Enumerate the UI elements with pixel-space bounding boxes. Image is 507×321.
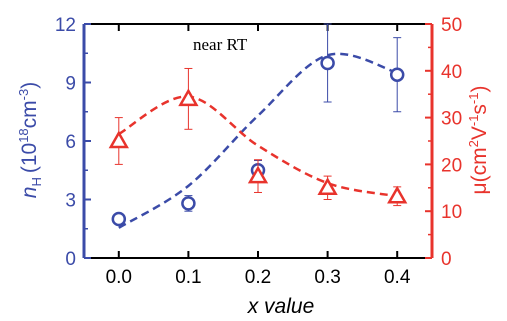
- right-y-axis-label: μ(cm2V-1s-1): [466, 86, 491, 195]
- left-tick-label: 3: [65, 191, 76, 212]
- plot-frame: [82, 23, 434, 259]
- triangle-data-point: [317, 177, 338, 196]
- left-label-close: ): [18, 82, 41, 89]
- right-tick-label: 30: [441, 109, 462, 130]
- left-label-sub: H: [29, 177, 44, 186]
- x-tick-label: 0.0: [106, 267, 132, 288]
- circle-data-point: [320, 55, 335, 71]
- x-tick-label: 0.1: [175, 267, 201, 288]
- circle-data-point: [111, 211, 127, 227]
- left-label-exp2: -3: [16, 89, 31, 101]
- left-label-exp: 18: [16, 128, 31, 142]
- right-tick-label: 20: [441, 155, 462, 176]
- left-tick-label: 9: [65, 74, 76, 95]
- left-tick-label: 6: [65, 132, 76, 153]
- x-tick-label: 0.2: [245, 267, 271, 288]
- left-label-main: n: [18, 187, 41, 199]
- left-label-unit2: cm: [18, 100, 41, 128]
- triangle-data-point: [387, 185, 408, 204]
- triangle-data-point: [247, 165, 269, 184]
- chart-annotation: near RT: [193, 35, 248, 54]
- circle-series: [111, 23, 405, 229]
- left-y-axis: 0 3 6 9 12: [55, 15, 91, 270]
- right-label-exp3: -1: [466, 93, 481, 105]
- triangle-data-point: [178, 88, 199, 107]
- right-tick-label: 50: [441, 15, 462, 36]
- right-tick-label: 40: [441, 62, 462, 83]
- left-tick-label: 12: [55, 15, 76, 36]
- right-label-mid: V: [468, 126, 491, 140]
- triangle-trend-line: [118, 95, 398, 198]
- left-label-unit: (10: [18, 143, 41, 173]
- x-axis: 0.0 0.1 0.2 0.3 0.4: [106, 24, 411, 288]
- x-tick-label: 0.4: [384, 267, 411, 288]
- series-layer: [108, 23, 408, 229]
- circle-data-point: [389, 67, 405, 82]
- right-label-mid2: s: [468, 104, 491, 115]
- left-y-axis-label: nH (1018cm-3): [16, 82, 44, 198]
- right-label-close: ): [468, 86, 491, 93]
- right-tick-label: 10: [441, 202, 462, 223]
- right-label-main: μ(cm: [468, 147, 491, 194]
- right-tick-label: 0: [441, 249, 452, 270]
- x-axis-label: x value: [247, 295, 315, 318]
- triangle-series: [108, 67, 408, 207]
- right-y-axis: 0 10 20 30 40 50: [425, 15, 462, 270]
- circle-trend-line: [118, 52, 398, 229]
- right-label-exp: 2: [466, 140, 481, 147]
- x-tick-label: 0.3: [314, 267, 340, 288]
- right-label-exp2: -1: [466, 115, 481, 127]
- left-tick-label: 0: [65, 249, 76, 270]
- triangle-data-point: [108, 130, 129, 149]
- circle-data-point: [181, 196, 196, 211]
